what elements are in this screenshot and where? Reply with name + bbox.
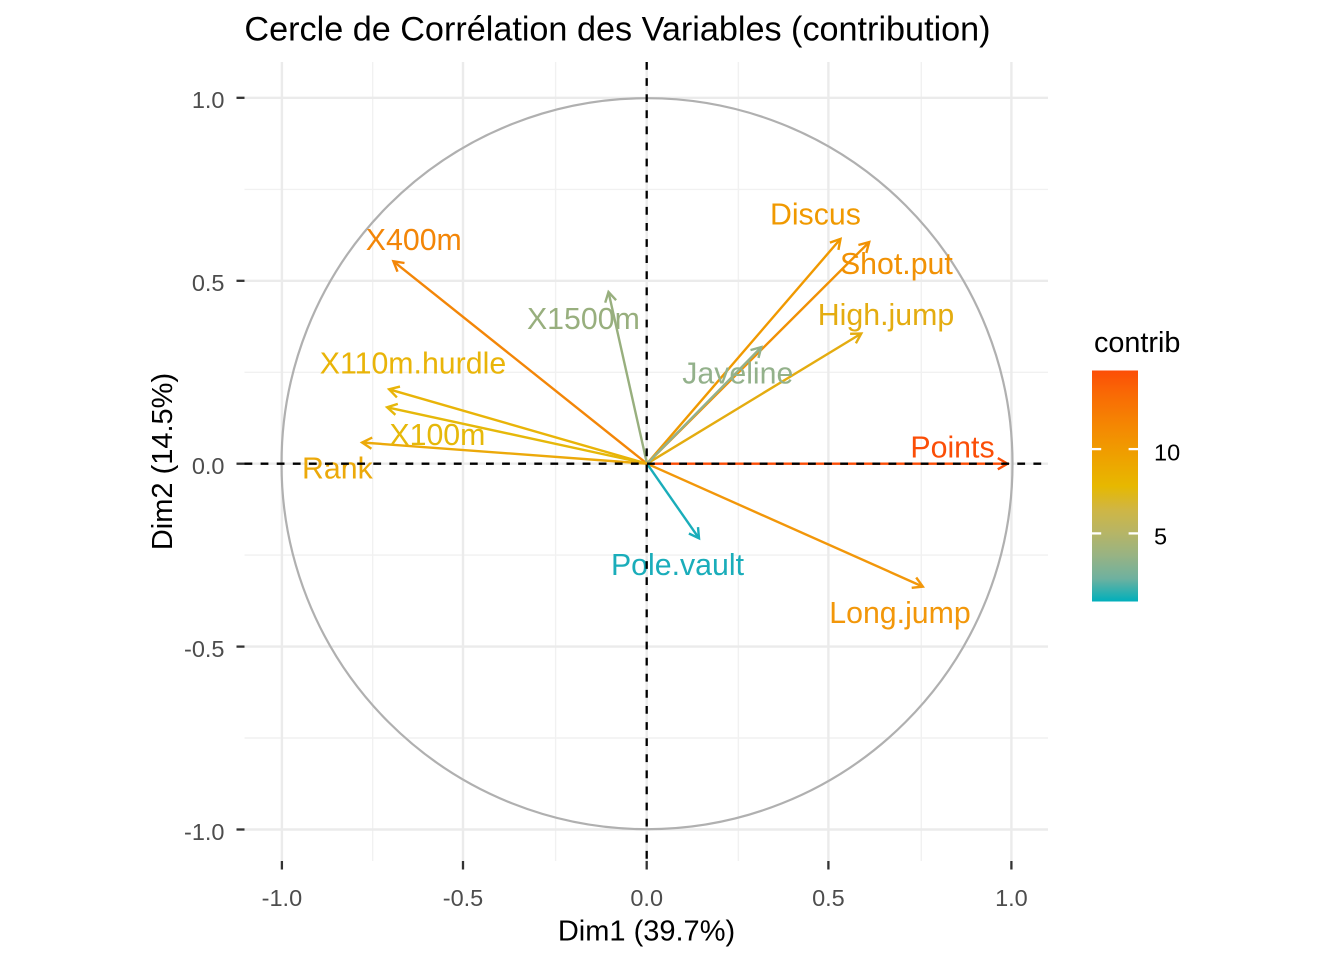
- svg-text:-1.0: -1.0: [262, 885, 303, 911]
- svg-text:0.0: 0.0: [192, 453, 225, 479]
- svg-text:0.0: 0.0: [630, 885, 663, 911]
- svg-text:X110m.hurdle: X110m.hurdle: [320, 348, 506, 381]
- svg-text:10: 10: [1154, 440, 1180, 466]
- svg-text:Points: Points: [910, 432, 994, 465]
- svg-text:Shot.put: Shot.put: [840, 248, 953, 281]
- svg-text:contrib: contrib: [1094, 327, 1180, 359]
- svg-text:Cercle de Corrélation des Vari: Cercle de Corrélation des Variables (con…: [244, 10, 990, 48]
- svg-text:X100m: X100m: [389, 419, 485, 452]
- svg-text:Pole.vault: Pole.vault: [611, 549, 745, 582]
- svg-text:X1500m: X1500m: [527, 303, 640, 336]
- svg-text:0.5: 0.5: [192, 270, 225, 296]
- svg-text:-0.5: -0.5: [443, 885, 484, 911]
- svg-text:Long.jump: Long.jump: [829, 597, 970, 630]
- svg-text:-1.0: -1.0: [184, 819, 225, 845]
- svg-text:Dim1 (39.7%): Dim1 (39.7%): [558, 915, 735, 947]
- svg-text:Rank: Rank: [302, 453, 374, 486]
- svg-text:Javeline: Javeline: [682, 358, 793, 391]
- svg-text:High.jump: High.jump: [818, 299, 954, 332]
- svg-text:Dim2 (14.5%): Dim2 (14.5%): [147, 373, 179, 550]
- svg-text:5: 5: [1154, 523, 1167, 549]
- svg-text:1.0: 1.0: [995, 885, 1028, 911]
- svg-text:X400m: X400m: [366, 224, 462, 257]
- svg-text:-0.5: -0.5: [184, 636, 225, 662]
- svg-text:0.5: 0.5: [812, 885, 845, 911]
- svg-text:Discus: Discus: [770, 198, 861, 231]
- svg-text:1.0: 1.0: [192, 87, 225, 113]
